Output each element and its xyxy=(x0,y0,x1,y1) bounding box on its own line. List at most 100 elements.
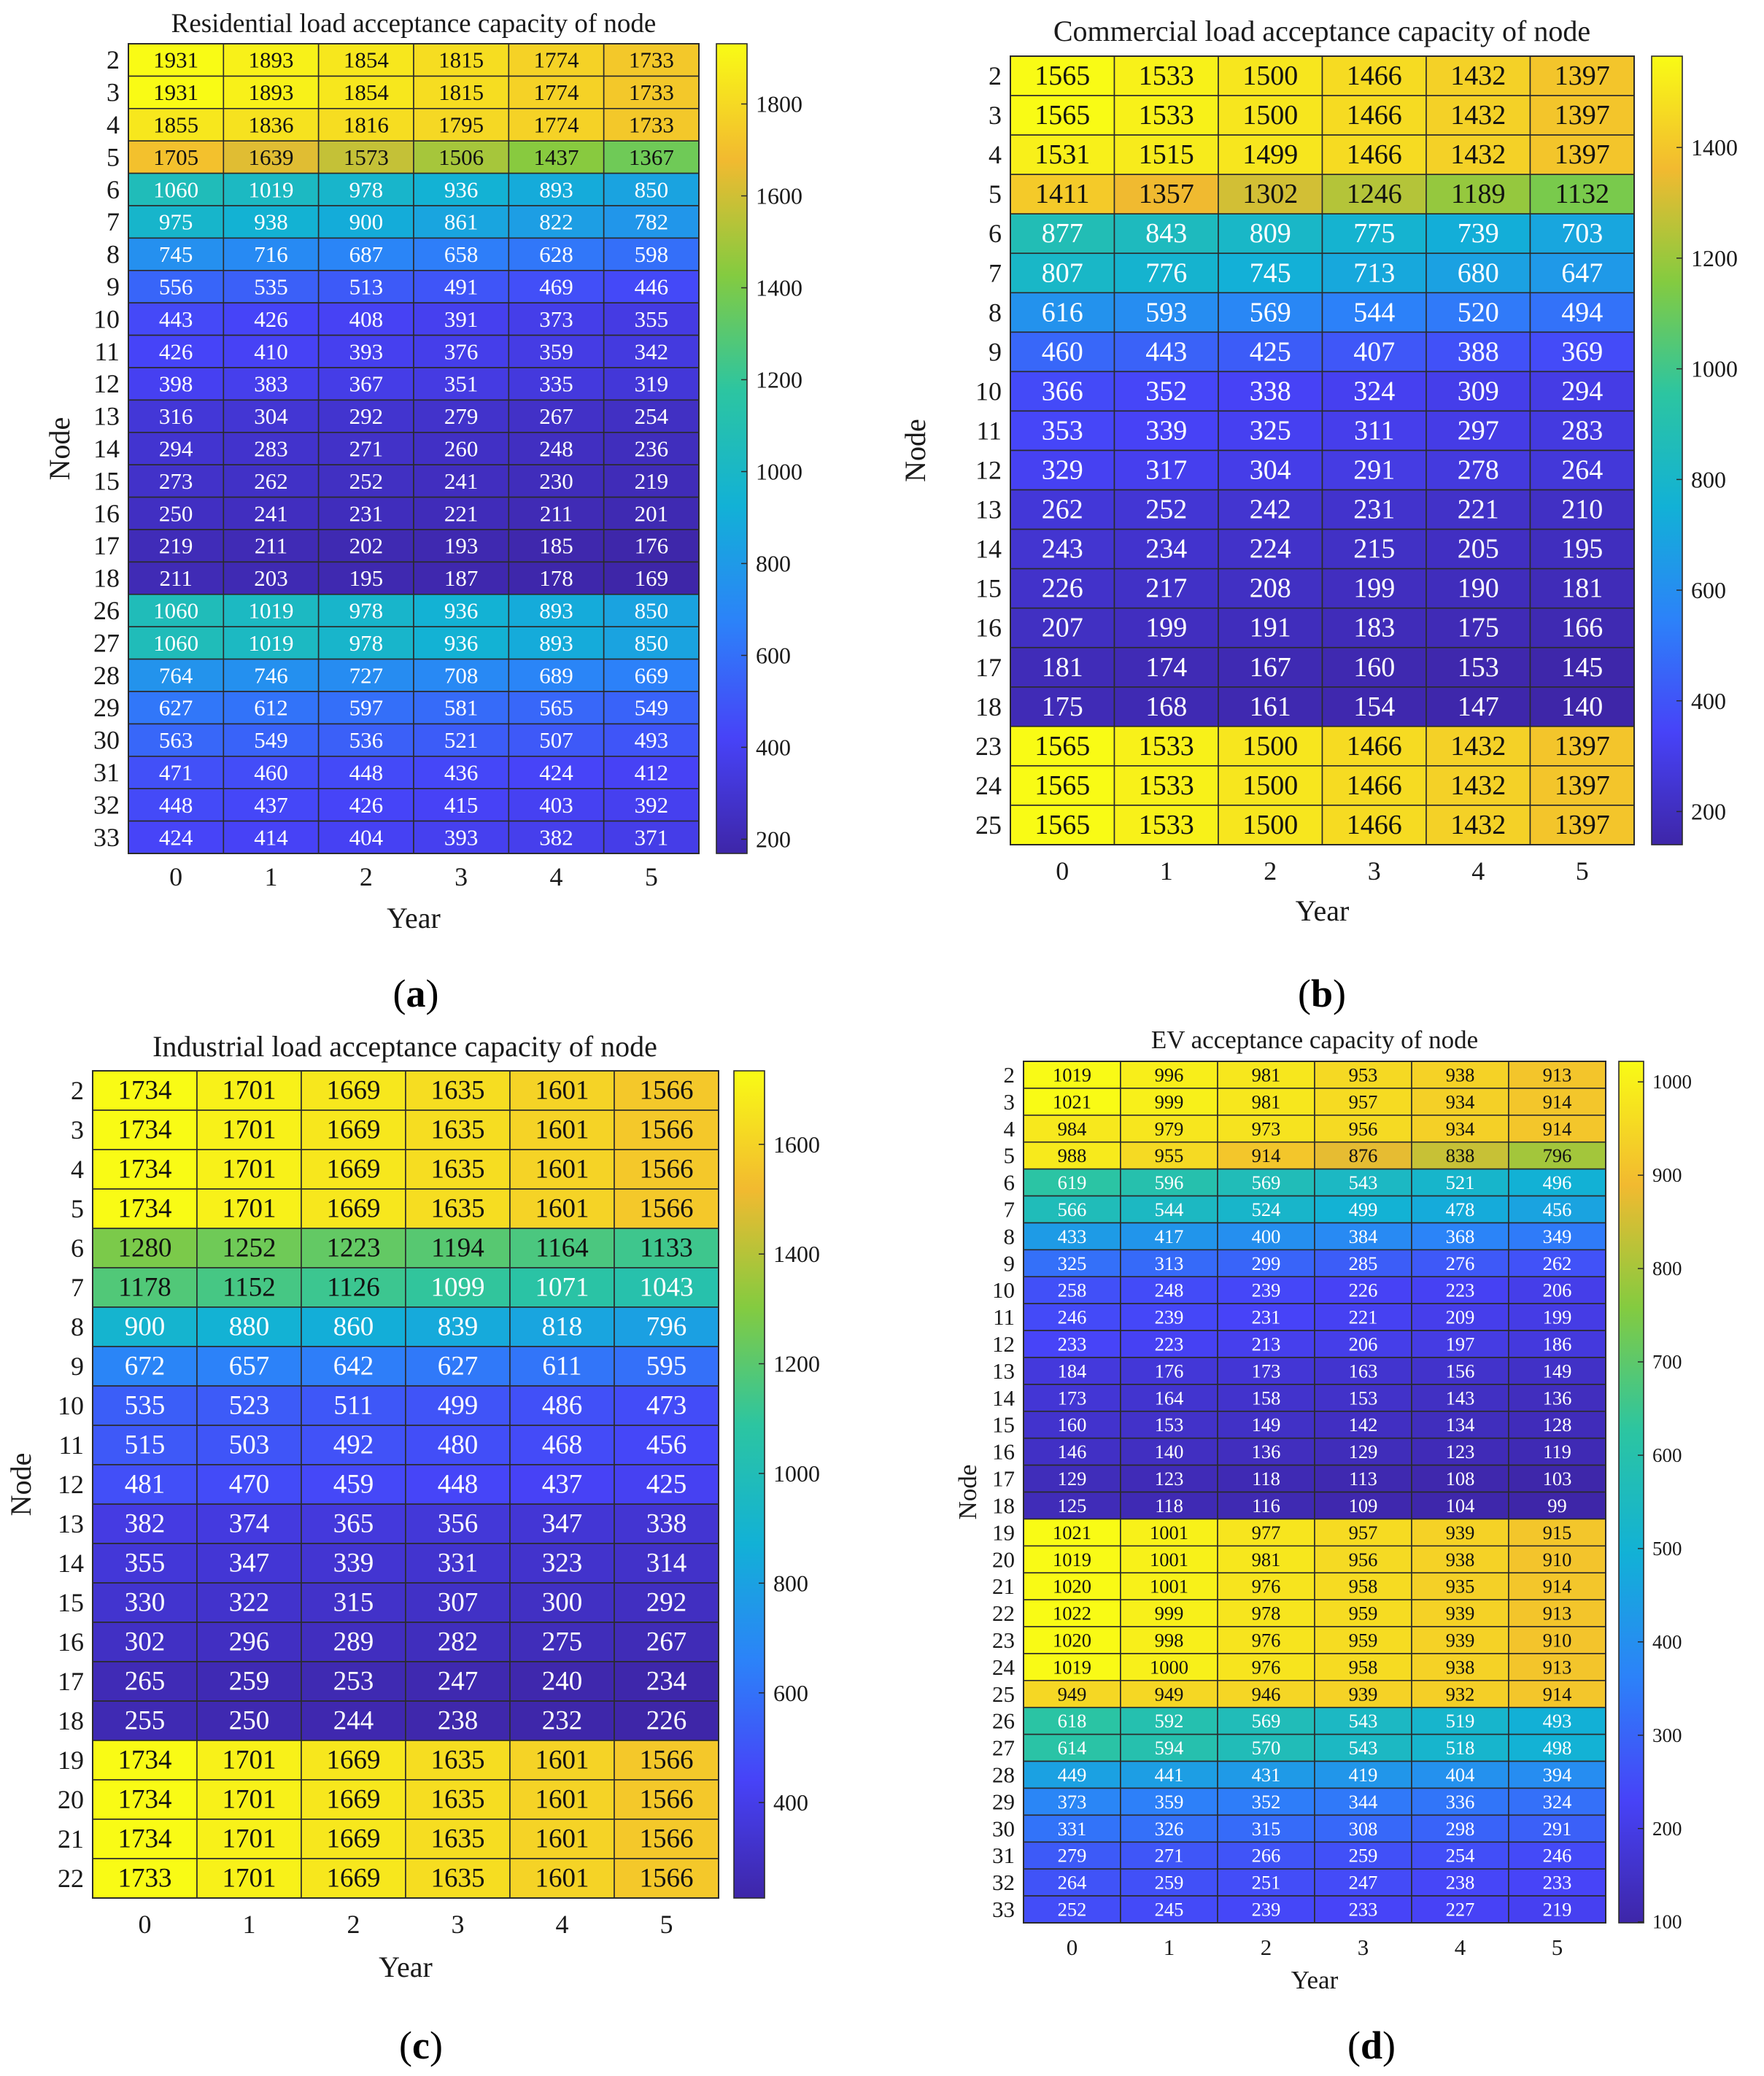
cell-value-label: 1601 xyxy=(535,1824,589,1854)
cell-value-label: 939 xyxy=(1446,1522,1475,1544)
x-tick-label: 3 xyxy=(1358,1934,1369,1960)
cell-value-label: 403 xyxy=(539,792,573,818)
y-tick-label: 5 xyxy=(989,179,1002,209)
cell-value-label: 1566 xyxy=(640,1864,694,1894)
cell-value-label: 934 xyxy=(1446,1118,1475,1139)
cell-value-label: 1397 xyxy=(1555,139,1610,170)
cell-value-label: 1669 xyxy=(327,1076,381,1106)
cell-value-label: 292 xyxy=(349,403,384,429)
heatmap-cell xyxy=(128,205,225,239)
y-tick-label: 18 xyxy=(93,564,120,593)
cell-value-label: 1701 xyxy=(223,1864,276,1894)
cell-value-label: 393 xyxy=(444,824,479,850)
cell-value-label: 1500 xyxy=(1242,100,1298,131)
x-tick-label: 3 xyxy=(1368,856,1381,886)
heatmap-cell xyxy=(508,723,605,757)
cell-value-label: 1565 xyxy=(1034,61,1090,91)
cell-value-label: 473 xyxy=(646,1391,687,1421)
heatmap-cell xyxy=(1218,292,1323,333)
cell-value-label: 861 xyxy=(444,209,479,235)
heatmap-cell xyxy=(128,788,225,822)
heatmap-cell xyxy=(223,43,320,77)
heatmap-cell xyxy=(413,658,510,692)
cell-value-label: 211 xyxy=(540,500,573,526)
colorbar-tick-label: 800 xyxy=(1691,466,1726,492)
y-tick-label: 20 xyxy=(58,1785,84,1814)
y-tick-label: 16 xyxy=(58,1627,84,1657)
heatmap-cell xyxy=(1120,1706,1218,1735)
cell-value-label: 426 xyxy=(349,792,384,818)
heatmap-cell xyxy=(413,75,510,109)
y-tick-label: 7 xyxy=(107,207,120,236)
heatmap-cell xyxy=(508,334,605,368)
heatmap-cell xyxy=(1529,726,1635,767)
y-tick-label: 28 xyxy=(93,661,120,690)
heatmap-cell xyxy=(1010,646,1115,688)
heatmap-cell xyxy=(1425,686,1531,727)
heatmap-cell xyxy=(1113,292,1219,333)
panel-caption: (a) xyxy=(393,972,439,1015)
cell-value-label: 99 xyxy=(1547,1495,1567,1517)
heatmap-cell xyxy=(1010,805,1115,845)
cell-value-label: 1060 xyxy=(153,598,198,624)
cell-value-label: 938 xyxy=(1446,1064,1475,1085)
cell-value-label: 1001 xyxy=(1150,1549,1188,1570)
cell-value-label: 1152 xyxy=(223,1273,276,1303)
cell-value-label: 556 xyxy=(159,274,193,300)
heatmap-cell xyxy=(92,1622,198,1662)
heatmap-cell xyxy=(317,820,414,854)
heatmap-cell xyxy=(614,1306,719,1347)
heatmap-cell xyxy=(92,1425,198,1465)
heatmap-cell xyxy=(1314,1115,1412,1143)
cell-value-label: 234 xyxy=(1145,534,1187,565)
x-tick-label: 4 xyxy=(1455,1934,1466,1960)
cell-value-label: 412 xyxy=(635,760,669,786)
cell-value-label: 371 xyxy=(635,824,669,850)
cell-value-label: 443 xyxy=(1145,336,1187,367)
heatmap-cell xyxy=(1023,1195,1121,1224)
cell-value-label: 329 xyxy=(1042,455,1083,486)
colorbar-gradient xyxy=(1651,55,1683,845)
y-axis-label: Node xyxy=(953,1465,982,1520)
heatmap-cell xyxy=(1023,1841,1121,1870)
colorbar-tick-label: 500 xyxy=(1652,1538,1682,1560)
heatmap-cell xyxy=(1023,1410,1121,1439)
heatmap-cell xyxy=(317,464,414,498)
x-axis-label: Year xyxy=(379,1951,433,1983)
cell-value-label: 253 xyxy=(333,1667,374,1697)
cell-value-label: 1432 xyxy=(1450,100,1506,131)
cell-value-label: 1533 xyxy=(1139,810,1194,840)
heatmap-cell xyxy=(603,561,700,595)
cell-value-label: 1734 xyxy=(118,1155,172,1185)
y-tick-label: 23 xyxy=(992,1627,1015,1653)
heatmap-cell xyxy=(1314,1545,1412,1574)
heatmap-cell xyxy=(1425,213,1531,255)
cell-value-label: 1566 xyxy=(640,1076,694,1106)
cell-value-label: 877 xyxy=(1042,218,1083,249)
colorbar-tick-label: 100 xyxy=(1652,1911,1682,1933)
cell-value-label: 471 xyxy=(159,760,193,786)
cell-value-label: 417 xyxy=(1155,1225,1184,1247)
cell-value-label: 1734 xyxy=(118,1746,172,1775)
heatmap-panel-c: Industrial load acceptance capacity of n… xyxy=(4,1030,820,2067)
heatmap-cell xyxy=(508,464,605,498)
colorbar: 200 400 600 800 1000 1200 1400 xyxy=(1651,55,1738,845)
y-tick-label: 7 xyxy=(1004,1196,1016,1222)
heatmap-cell xyxy=(614,1779,719,1820)
cell-value-label: 703 xyxy=(1561,218,1603,249)
cell-value-label: 481 xyxy=(125,1470,166,1500)
y-axis-label: Node xyxy=(899,419,932,482)
heatmap-cell xyxy=(1529,213,1635,255)
heatmap-cell xyxy=(1217,1195,1315,1224)
cell-value-label: 807 xyxy=(1042,257,1083,288)
heatmap-cell xyxy=(509,1700,615,1741)
cell-value-label: 1734 xyxy=(118,1194,172,1224)
cell-value-label: 338 xyxy=(646,1509,687,1539)
cell-value-label: 1178 xyxy=(118,1273,171,1303)
heatmap-cell xyxy=(1023,1168,1121,1197)
cell-value-label: 400 xyxy=(1252,1225,1281,1247)
cell-value-label: 543 xyxy=(1349,1710,1378,1732)
heatmap-cell xyxy=(301,1661,406,1702)
heatmap-cell xyxy=(614,1858,719,1899)
